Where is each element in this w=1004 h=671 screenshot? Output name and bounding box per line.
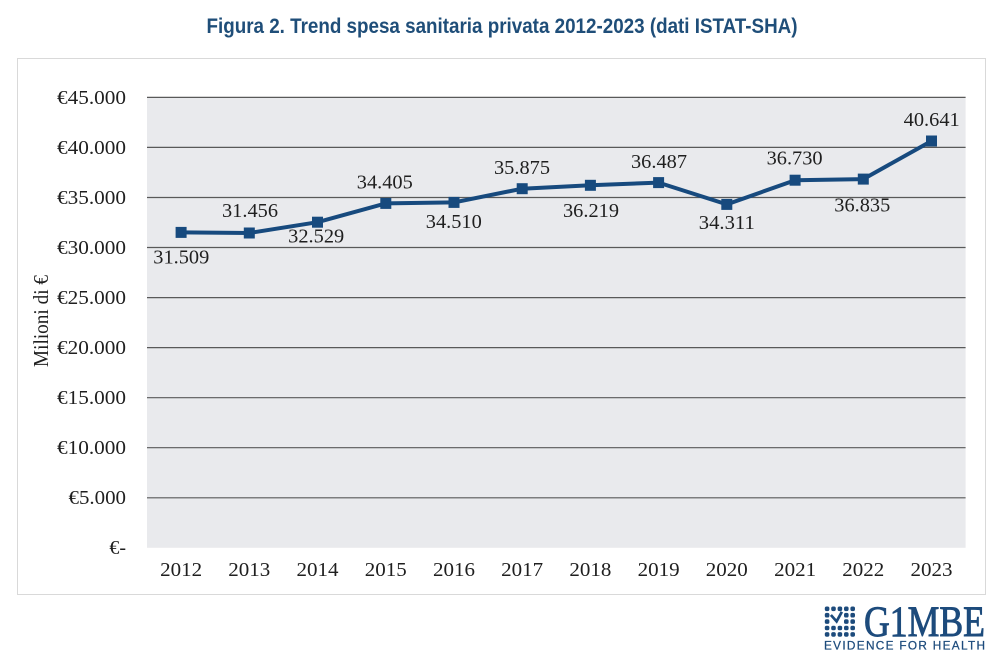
svg-text:EVIDENCE FOR HEALTH: EVIDENCE FOR HEALTH xyxy=(824,639,985,653)
svg-text:2013: 2013 xyxy=(228,559,270,581)
svg-text:2014: 2014 xyxy=(297,559,339,581)
svg-text:31.509: 31.509 xyxy=(153,247,209,269)
svg-text:€40.000: €40.000 xyxy=(57,137,126,159)
svg-text:€30.000: €30.000 xyxy=(57,237,126,259)
svg-text:€25.000: €25.000 xyxy=(57,287,126,309)
svg-text:40.641: 40.641 xyxy=(904,109,960,131)
svg-text:€35.000: €35.000 xyxy=(57,187,126,209)
svg-text:€15.000: €15.000 xyxy=(57,387,126,409)
svg-text:32.529: 32.529 xyxy=(288,225,344,247)
svg-text:2023: 2023 xyxy=(911,559,953,581)
svg-text:2019: 2019 xyxy=(638,559,680,581)
svg-text:36.487: 36.487 xyxy=(631,151,687,173)
svg-text:Figura 2. Trend spesa sanitari: Figura 2. Trend spesa sanitaria privata … xyxy=(207,14,798,38)
svg-text:34.405: 34.405 xyxy=(357,171,413,193)
svg-text:G1MBE: G1MBE xyxy=(864,598,985,646)
svg-text:35.875: 35.875 xyxy=(494,157,550,179)
svg-text:€10.000: €10.000 xyxy=(57,437,126,459)
svg-text:2015: 2015 xyxy=(365,559,407,581)
svg-text:€20.000: €20.000 xyxy=(57,337,126,359)
svg-text:31.456: 31.456 xyxy=(222,200,278,222)
svg-text:2012: 2012 xyxy=(160,559,202,581)
svg-text:Milioni di €: Milioni di € xyxy=(29,275,53,367)
svg-text:2020: 2020 xyxy=(706,559,748,581)
svg-text:36.835: 36.835 xyxy=(834,194,890,216)
svg-text:2022: 2022 xyxy=(842,559,884,581)
svg-text:2017: 2017 xyxy=(501,559,543,581)
svg-text:€-: €- xyxy=(109,537,126,559)
svg-text:34.510: 34.510 xyxy=(426,211,482,233)
svg-text:€5.000: €5.000 xyxy=(69,487,127,509)
svg-text:36.730: 36.730 xyxy=(767,148,823,170)
svg-text:€45.000: €45.000 xyxy=(57,87,126,109)
svg-text:2021: 2021 xyxy=(774,559,816,581)
svg-text:34.311: 34.311 xyxy=(699,212,755,234)
svg-text:36.219: 36.219 xyxy=(563,200,619,222)
svg-text:2018: 2018 xyxy=(569,559,611,581)
svg-text:2016: 2016 xyxy=(433,559,475,581)
